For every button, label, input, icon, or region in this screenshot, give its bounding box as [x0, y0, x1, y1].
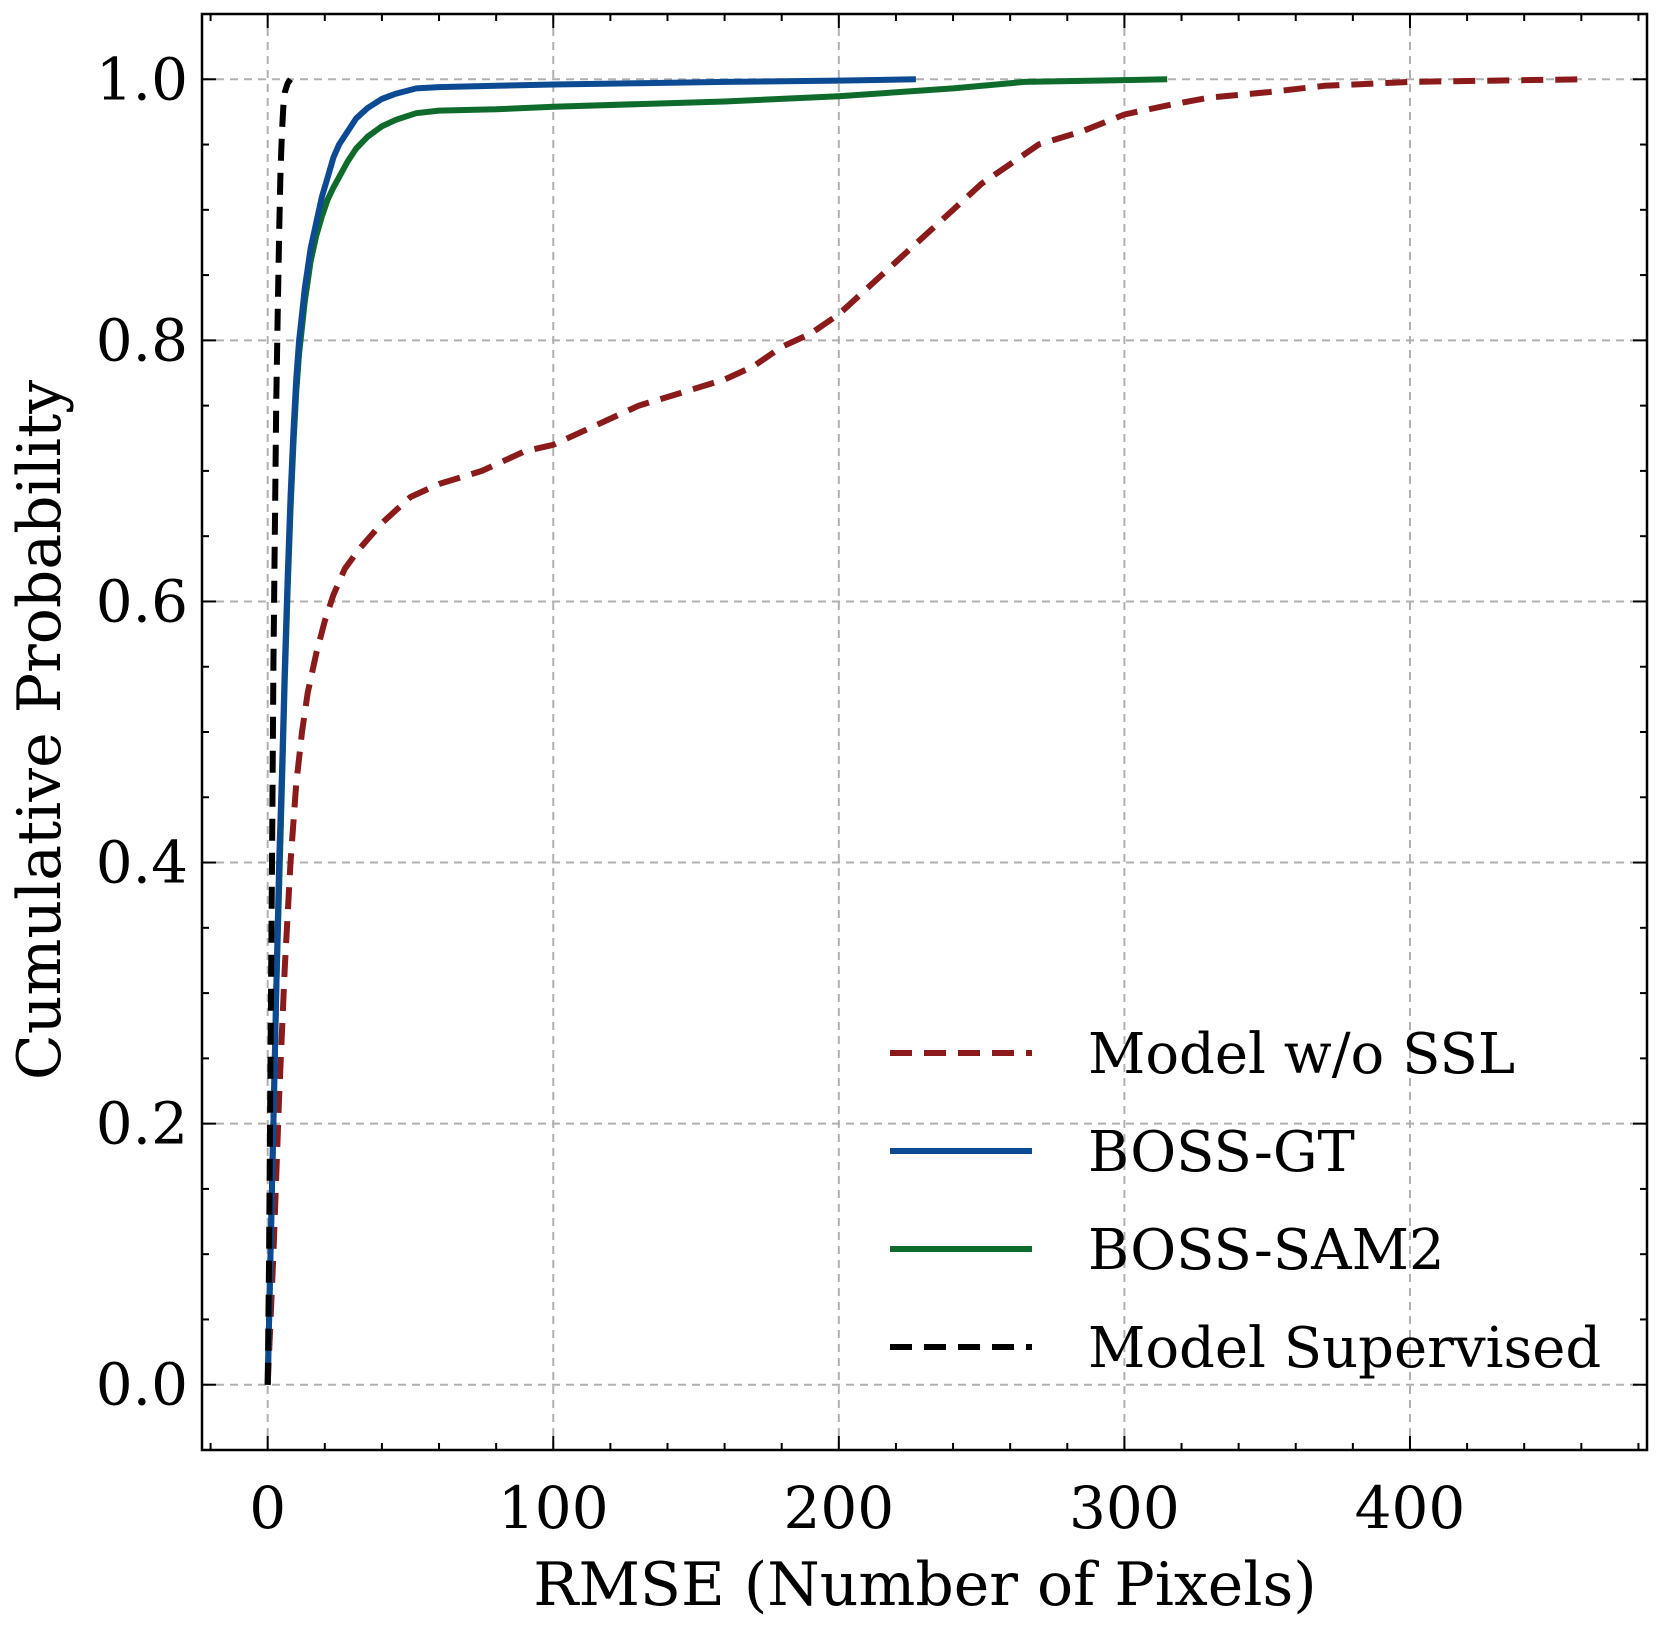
- y-tick-label: 0.8: [96, 306, 188, 374]
- y-axis-title: Cumulative Probability: [5, 380, 75, 1080]
- legend-label: BOSS-SAM2: [1088, 1218, 1445, 1283]
- y-tick-label: 1.0: [96, 45, 188, 113]
- series-line-model-supervised: [264, 77, 293, 1385]
- y-tick-label: 0.4: [96, 829, 188, 897]
- y-tick-labels: 0.0 0.2 0.4 0.6 0.8 1.0: [96, 45, 188, 1418]
- x-tick-labels: 0 100 200 300 400: [249, 1474, 1465, 1542]
- legend-label: Model w/o SSL: [1088, 1022, 1515, 1087]
- x-tick-label: 0: [249, 1474, 286, 1542]
- x-tick-label: 100: [498, 1474, 609, 1542]
- x-tick-label: 200: [783, 1474, 894, 1542]
- series-lines: [264, 76, 1582, 1385]
- series-line-boss-gt: [264, 76, 916, 1385]
- x-axis-title: RMSE (Number of Pixels): [533, 1550, 1316, 1620]
- legend-label: Model Supervised: [1088, 1316, 1601, 1381]
- y-tick-label: 0.6: [96, 567, 188, 635]
- axis-ticks: [202, 13, 1647, 1451]
- y-tick-label: 0.2: [96, 1090, 188, 1158]
- x-tick-label: 400: [1355, 1474, 1466, 1542]
- series-line-model-w-o-ssl: [264, 76, 1582, 1385]
- x-tick-label: 300: [1069, 1474, 1180, 1542]
- y-tick-label: 0.0: [96, 1351, 188, 1419]
- legend: Model w/o SSL BOSS-GT BOSS-SAM2 Model Super…: [890, 1022, 1601, 1381]
- legend-label: BOSS-GT: [1088, 1120, 1355, 1185]
- series-line-boss-sam2: [264, 76, 1168, 1385]
